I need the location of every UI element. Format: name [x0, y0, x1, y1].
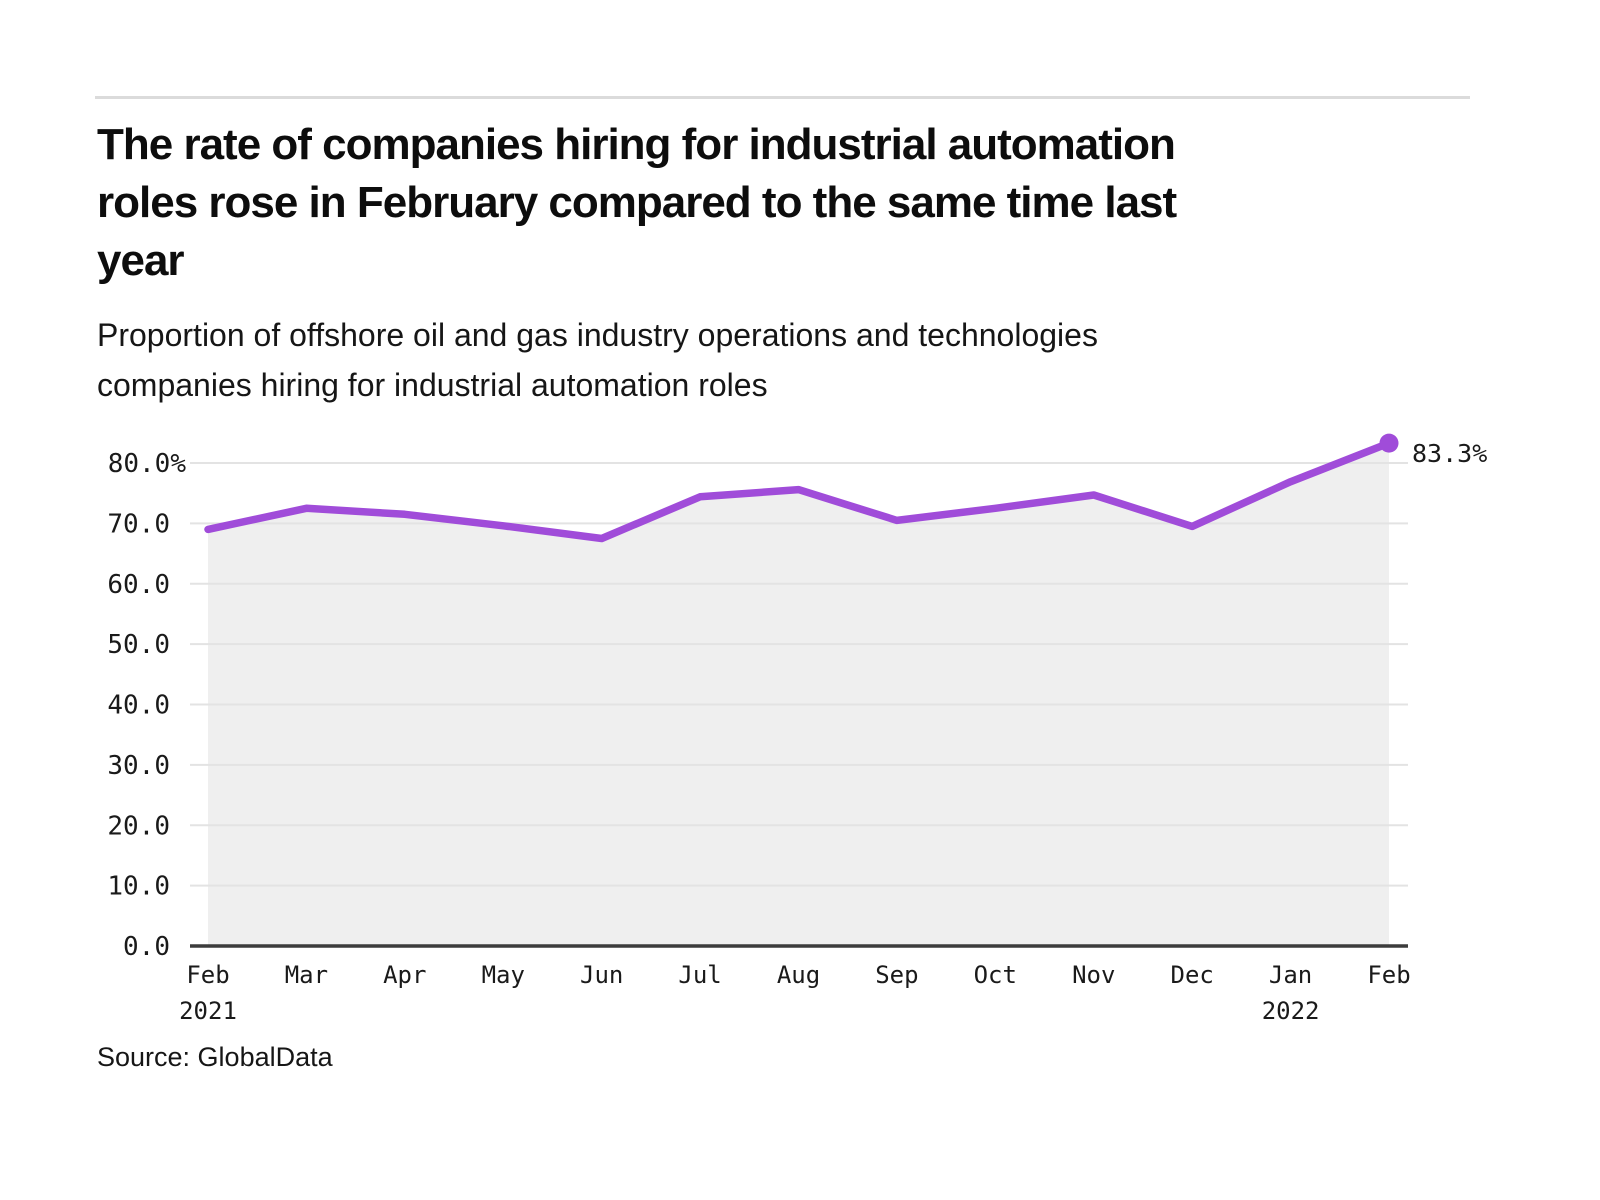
x-tick-label: Apr	[383, 961, 426, 989]
y-tick-label: 60.0	[107, 570, 170, 600]
y-tick-label: 20.0	[107, 811, 170, 841]
x-tick-label: Jan	[1269, 961, 1312, 989]
y-tick-label: 30.0	[107, 751, 170, 781]
y-tick-label: 70.0	[107, 509, 170, 539]
page-title-line-2: roles rose in February compared to the s…	[97, 178, 1177, 227]
page-title: The rate of companies hiring for industr…	[97, 116, 1427, 290]
chart-subtitle-line-1: Proportion of offshore oil and gas indus…	[97, 317, 1098, 353]
series-area-fill	[208, 443, 1389, 946]
page-title-line-1: The rate of companies hiring for industr…	[97, 120, 1176, 169]
top-divider-rule	[95, 96, 1470, 99]
y-tick-label: 50.0	[107, 630, 170, 660]
y-tick-label: 40.0	[107, 691, 170, 721]
end-point-marker	[1379, 433, 1399, 453]
page-title-line-3: year	[97, 236, 185, 285]
x-tick-label: Sep	[875, 961, 918, 989]
x-tick-label: Feb	[186, 961, 229, 989]
x-tick-year-label: 2021	[179, 997, 237, 1025]
x-tick-label: Jun	[580, 961, 623, 989]
x-tick-year-label: 2022	[1262, 997, 1320, 1025]
chart-subtitle-line-2: companies hiring for industrial automati…	[97, 367, 768, 403]
x-tick-label: Aug	[777, 961, 820, 989]
y-tick-label: 0.0	[123, 932, 170, 962]
end-point-value-label: 83.3%	[1412, 439, 1487, 468]
x-tick-label: Feb	[1367, 961, 1410, 989]
x-tick-label: Nov	[1072, 961, 1115, 989]
x-tick-label: Mar	[285, 961, 328, 989]
x-tick-label: Oct	[974, 961, 1017, 989]
y-tick-label: 80.0%	[108, 449, 187, 479]
chart-subtitle: Proportion of offshore oil and gas indus…	[97, 310, 1427, 410]
x-tick-label: May	[482, 961, 525, 989]
y-tick-label: 10.0	[107, 872, 170, 902]
x-tick-label: Dec	[1171, 961, 1214, 989]
series-line	[204, 439, 1393, 543]
source-attribution: Source: GlobalData	[97, 1042, 333, 1072]
x-tick-label: Jul	[678, 961, 721, 989]
